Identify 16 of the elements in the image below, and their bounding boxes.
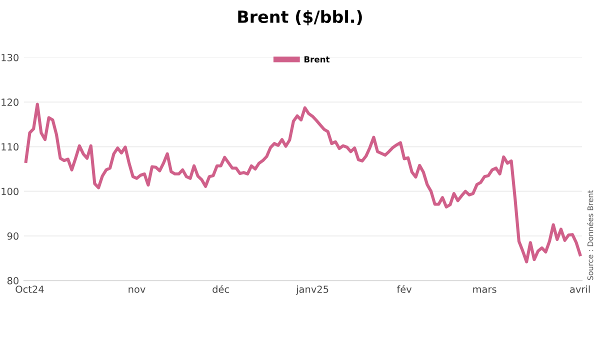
y-tick-label: 80 — [7, 277, 18, 284]
x-tick-label: fév — [396, 285, 412, 293]
y-tick-label: 120 — [2, 98, 18, 106]
y-tick-label: 130 — [2, 54, 18, 62]
x-tick-label: janv25 — [296, 285, 328, 295]
y-tick-label: 90 — [7, 232, 18, 240]
x-tick-label: nov — [128, 287, 146, 293]
y-tick-label: 100 — [2, 188, 18, 196]
x-tick-label: mars — [473, 287, 496, 293]
legend-label: Brent — [304, 56, 330, 62]
chart-title: Brent ($/bbl.) — [238, 10, 362, 26]
x-tick-label: Oct24 — [16, 286, 44, 293]
x-tick-label: déc — [212, 285, 229, 293]
line-series — [24, 102, 582, 264]
x-tick-label: avril — [570, 285, 590, 293]
y-tick-label: 110 — [2, 143, 18, 151]
